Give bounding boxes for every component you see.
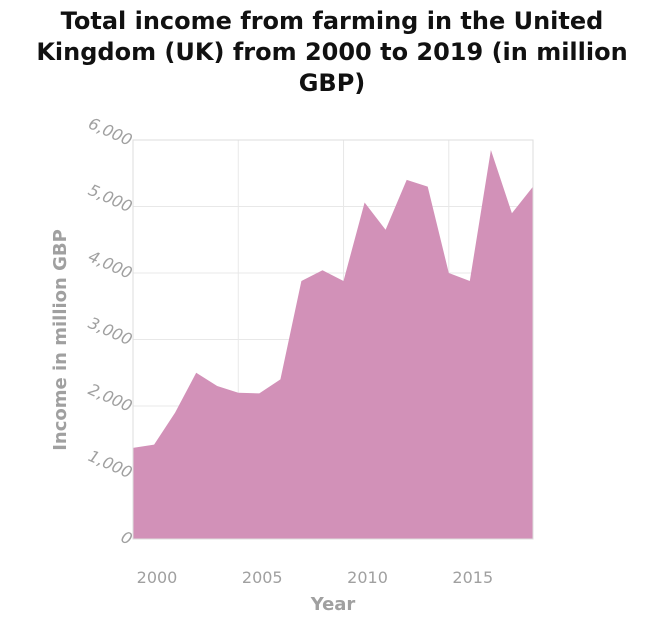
y-tick-label: 4,000	[86, 247, 136, 283]
chart-title-line-1: Total income from farming in the United	[60, 7, 604, 35]
y-tick-label: 3,000	[86, 313, 136, 349]
x-tick-label: 2000	[137, 568, 178, 587]
plot-frame	[132, 139, 534, 540]
y-tick-label: 5,000	[86, 180, 136, 216]
x-axis-label: Year	[310, 594, 356, 615]
x-axis-ticks: 2000 2005 2010 2015	[137, 568, 494, 587]
y-axis-label: Income in million GBP	[50, 229, 71, 451]
chart-title: Total income from farming in the United …	[0, 6, 664, 99]
y-tick-label: 1,000	[86, 446, 136, 482]
chart-title-line-3: GBP)	[298, 69, 366, 97]
x-tick-label: 2005	[242, 568, 283, 587]
chart-title-line-2: Kingdom (UK) from 2000 to 2019 (in milli…	[36, 38, 628, 66]
x-tick-label: 2010	[347, 568, 388, 587]
y-tick-label: 2,000	[86, 380, 136, 416]
x-tick-label: 2015	[452, 568, 493, 587]
income-area	[133, 150, 533, 539]
y-tick-label: 6,000	[86, 114, 136, 150]
